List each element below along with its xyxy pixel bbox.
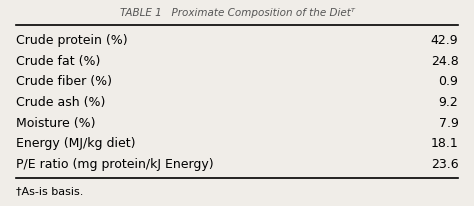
Text: 18.1: 18.1 (431, 137, 458, 150)
Text: 7.9: 7.9 (438, 116, 458, 129)
Text: 23.6: 23.6 (431, 157, 458, 170)
Text: Crude protein (%): Crude protein (%) (16, 34, 127, 47)
Text: Energy (MJ/kg diet): Energy (MJ/kg diet) (16, 137, 135, 150)
Text: Crude fiber (%): Crude fiber (%) (16, 75, 111, 88)
Text: Moisture (%): Moisture (%) (16, 116, 95, 129)
Text: 0.9: 0.9 (438, 75, 458, 88)
Text: 9.2: 9.2 (439, 96, 458, 108)
Text: Crude ash (%): Crude ash (%) (16, 96, 105, 108)
Text: P/E ratio (mg protein/kJ Energy): P/E ratio (mg protein/kJ Energy) (16, 157, 213, 170)
Text: †As-is basis.: †As-is basis. (16, 185, 83, 195)
Text: 24.8: 24.8 (431, 54, 458, 67)
Text: TABLE 1   Proximate Composition of the Dietᵀ: TABLE 1 Proximate Composition of the Die… (119, 7, 355, 18)
Text: 42.9: 42.9 (431, 34, 458, 47)
Text: Crude fat (%): Crude fat (%) (16, 54, 100, 67)
